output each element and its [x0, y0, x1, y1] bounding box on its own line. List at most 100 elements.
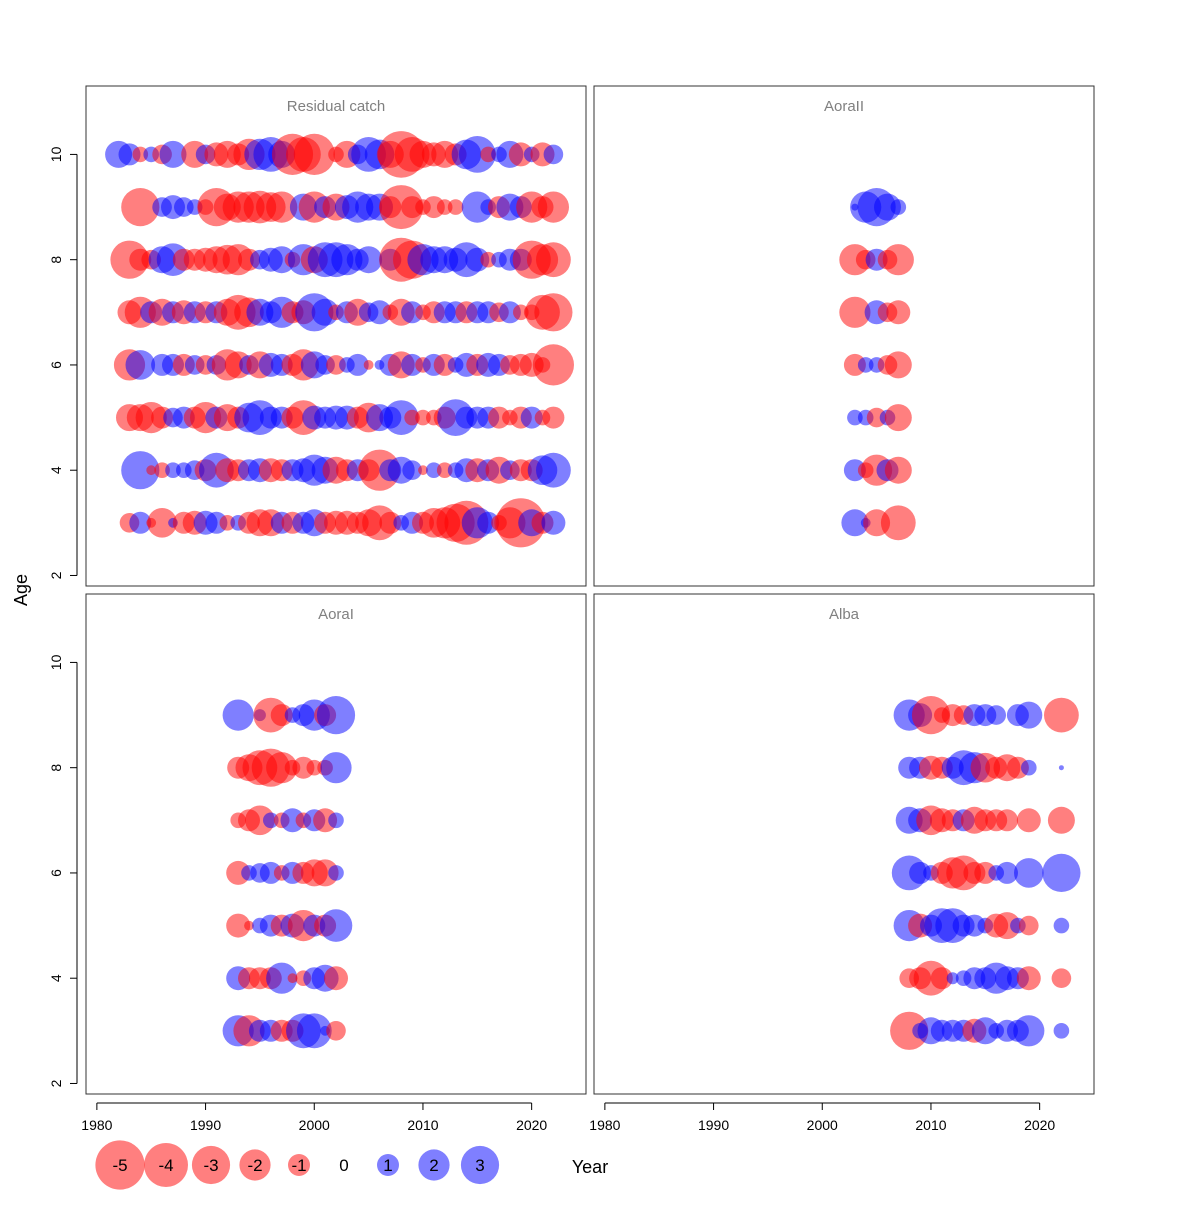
positive-residual-bubble: [857, 357, 874, 373]
negative-residual-bubble: [884, 456, 912, 484]
legend-label: -1: [291, 1156, 306, 1175]
negative-residual-bubble: [146, 465, 157, 476]
positive-residual-bubble: [847, 409, 863, 426]
negative-residual-bubble: [882, 244, 914, 276]
negative-residual-bubble: [884, 351, 912, 379]
y-tick-label: 4: [48, 974, 64, 982]
positive-residual-bubble: [971, 1017, 999, 1045]
positive-residual-bubble: [1053, 917, 1070, 934]
negative-residual-bubble: [219, 515, 236, 531]
positive-residual-bubble: [296, 1013, 332, 1049]
negative-residual-bubble: [311, 859, 339, 887]
x-tick-label: 2020: [1024, 1117, 1055, 1133]
panel-frame: [85, 85, 587, 587]
y-tick-label: 8: [48, 764, 64, 772]
negative-residual-bubble: [996, 809, 1018, 832]
negative-residual-bubble: [886, 300, 911, 325]
negative-residual-bubble: [154, 462, 170, 479]
negative-residual-bubble: [363, 360, 374, 370]
negative-residual-bubble: [266, 752, 298, 784]
x-tick-label: 1980: [589, 1117, 620, 1133]
positive-residual-bubble: [458, 136, 496, 173]
x-axis-title: Year: [572, 1157, 608, 1177]
x-tick-label: 1990: [190, 1117, 221, 1133]
negative-residual-bubble: [226, 913, 251, 938]
legend-bubble: [418, 1149, 450, 1181]
positive-residual-bubble: [841, 509, 869, 537]
negative-residual-bubble: [880, 505, 916, 541]
positive-residual-bubble: [543, 144, 564, 165]
y-tick-label: 4: [48, 466, 64, 474]
positive-residual-bubble: [1021, 759, 1037, 776]
x-tick-label: 2000: [807, 1117, 838, 1133]
negative-residual-bubble: [147, 508, 177, 538]
negative-residual-bubble: [890, 1011, 929, 1050]
positive-residual-bubble: [121, 451, 160, 490]
negative-residual-bubble: [534, 293, 573, 332]
negative-residual-bubble: [245, 805, 275, 836]
positive-residual-bubble: [316, 696, 356, 735]
legend-label: -3: [203, 1156, 218, 1175]
negative-residual-bubble: [266, 191, 298, 223]
positive-residual-bubble: [1015, 701, 1043, 729]
negative-residual-bubble: [911, 696, 951, 735]
negative-residual-bubble: [513, 304, 529, 321]
positive-residual-bubble: [355, 246, 383, 274]
panel-title: Residual catch: [287, 98, 385, 115]
x-tick-label: 2020: [516, 1117, 547, 1133]
y-axis-title: Age: [11, 574, 31, 606]
negative-residual-bubble: [839, 296, 871, 328]
negative-residual-bubble: [1019, 915, 1039, 936]
x-tick-label: 2010: [407, 1117, 438, 1133]
negative-residual-bubble: [1051, 968, 1072, 988]
negative-residual-bubble: [326, 1021, 346, 1041]
positive-residual-bubble: [996, 861, 1018, 884]
panel-title: AoraII: [824, 98, 864, 115]
legend-bubble: [239, 1149, 271, 1181]
negative-residual-bubble: [132, 146, 149, 163]
y-tick-label: 10: [48, 146, 64, 162]
legend-bubble: [144, 1143, 188, 1187]
legend-bubble: [460, 1145, 500, 1185]
negative-residual-bubble: [1047, 806, 1075, 834]
negative-residual-bubble: [404, 409, 420, 426]
negative-residual-bubble: [287, 973, 298, 984]
positive-residual-bubble: [266, 962, 298, 994]
legend-bubble: [288, 1154, 310, 1176]
positive-residual-bubble: [426, 462, 442, 479]
panel-title: AoraI: [318, 606, 354, 623]
legend-label: 0: [339, 1156, 348, 1175]
panel-frame: [593, 85, 1095, 587]
positive-residual-bubble: [461, 191, 493, 223]
positive-residual-bubble: [1042, 853, 1081, 893]
negative-residual-bubble: [993, 912, 1021, 940]
positive-residual-bubble: [1058, 765, 1064, 771]
negative-residual-bubble: [436, 462, 453, 479]
panel-frame: [85, 593, 587, 1095]
negative-residual-bubble: [447, 199, 464, 215]
positive-residual-bubble: [129, 511, 152, 534]
negative-residual-bubble: [537, 191, 570, 223]
negative-residual-bubble: [1016, 808, 1041, 833]
negative-residual-bubble: [930, 967, 953, 990]
positive-residual-bubble: [402, 460, 422, 481]
negative-residual-bubble: [1016, 966, 1041, 991]
positive-residual-bubble: [222, 699, 254, 731]
negative-residual-bubble: [884, 404, 912, 432]
x-tick-label: 2000: [299, 1117, 330, 1133]
positive-residual-bubble: [986, 705, 1006, 725]
positive-residual-bubble: [263, 812, 279, 829]
positive-residual-bubble: [328, 812, 344, 829]
legend-label: -4: [158, 1156, 173, 1175]
positive-residual-bubble: [159, 140, 187, 168]
positive-residual-bubble: [319, 909, 353, 942]
y-tick-label: 10: [48, 654, 64, 670]
negative-residual-bubble: [480, 251, 497, 268]
y-tick-label: 2: [48, 1079, 64, 1087]
legend-label: -5: [112, 1156, 127, 1175]
positive-residual-bubble: [268, 246, 296, 274]
y-tick-label: 8: [48, 256, 64, 264]
legend-label: 3: [475, 1156, 484, 1175]
negative-residual-bubble: [415, 409, 431, 426]
